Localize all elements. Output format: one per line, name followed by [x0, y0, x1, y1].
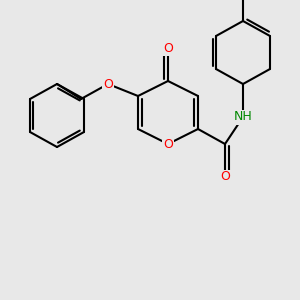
- Text: O: O: [163, 41, 173, 55]
- Text: O: O: [220, 170, 230, 184]
- Text: NH: NH: [234, 110, 252, 124]
- Text: O: O: [103, 77, 113, 91]
- Text: O: O: [163, 137, 173, 151]
